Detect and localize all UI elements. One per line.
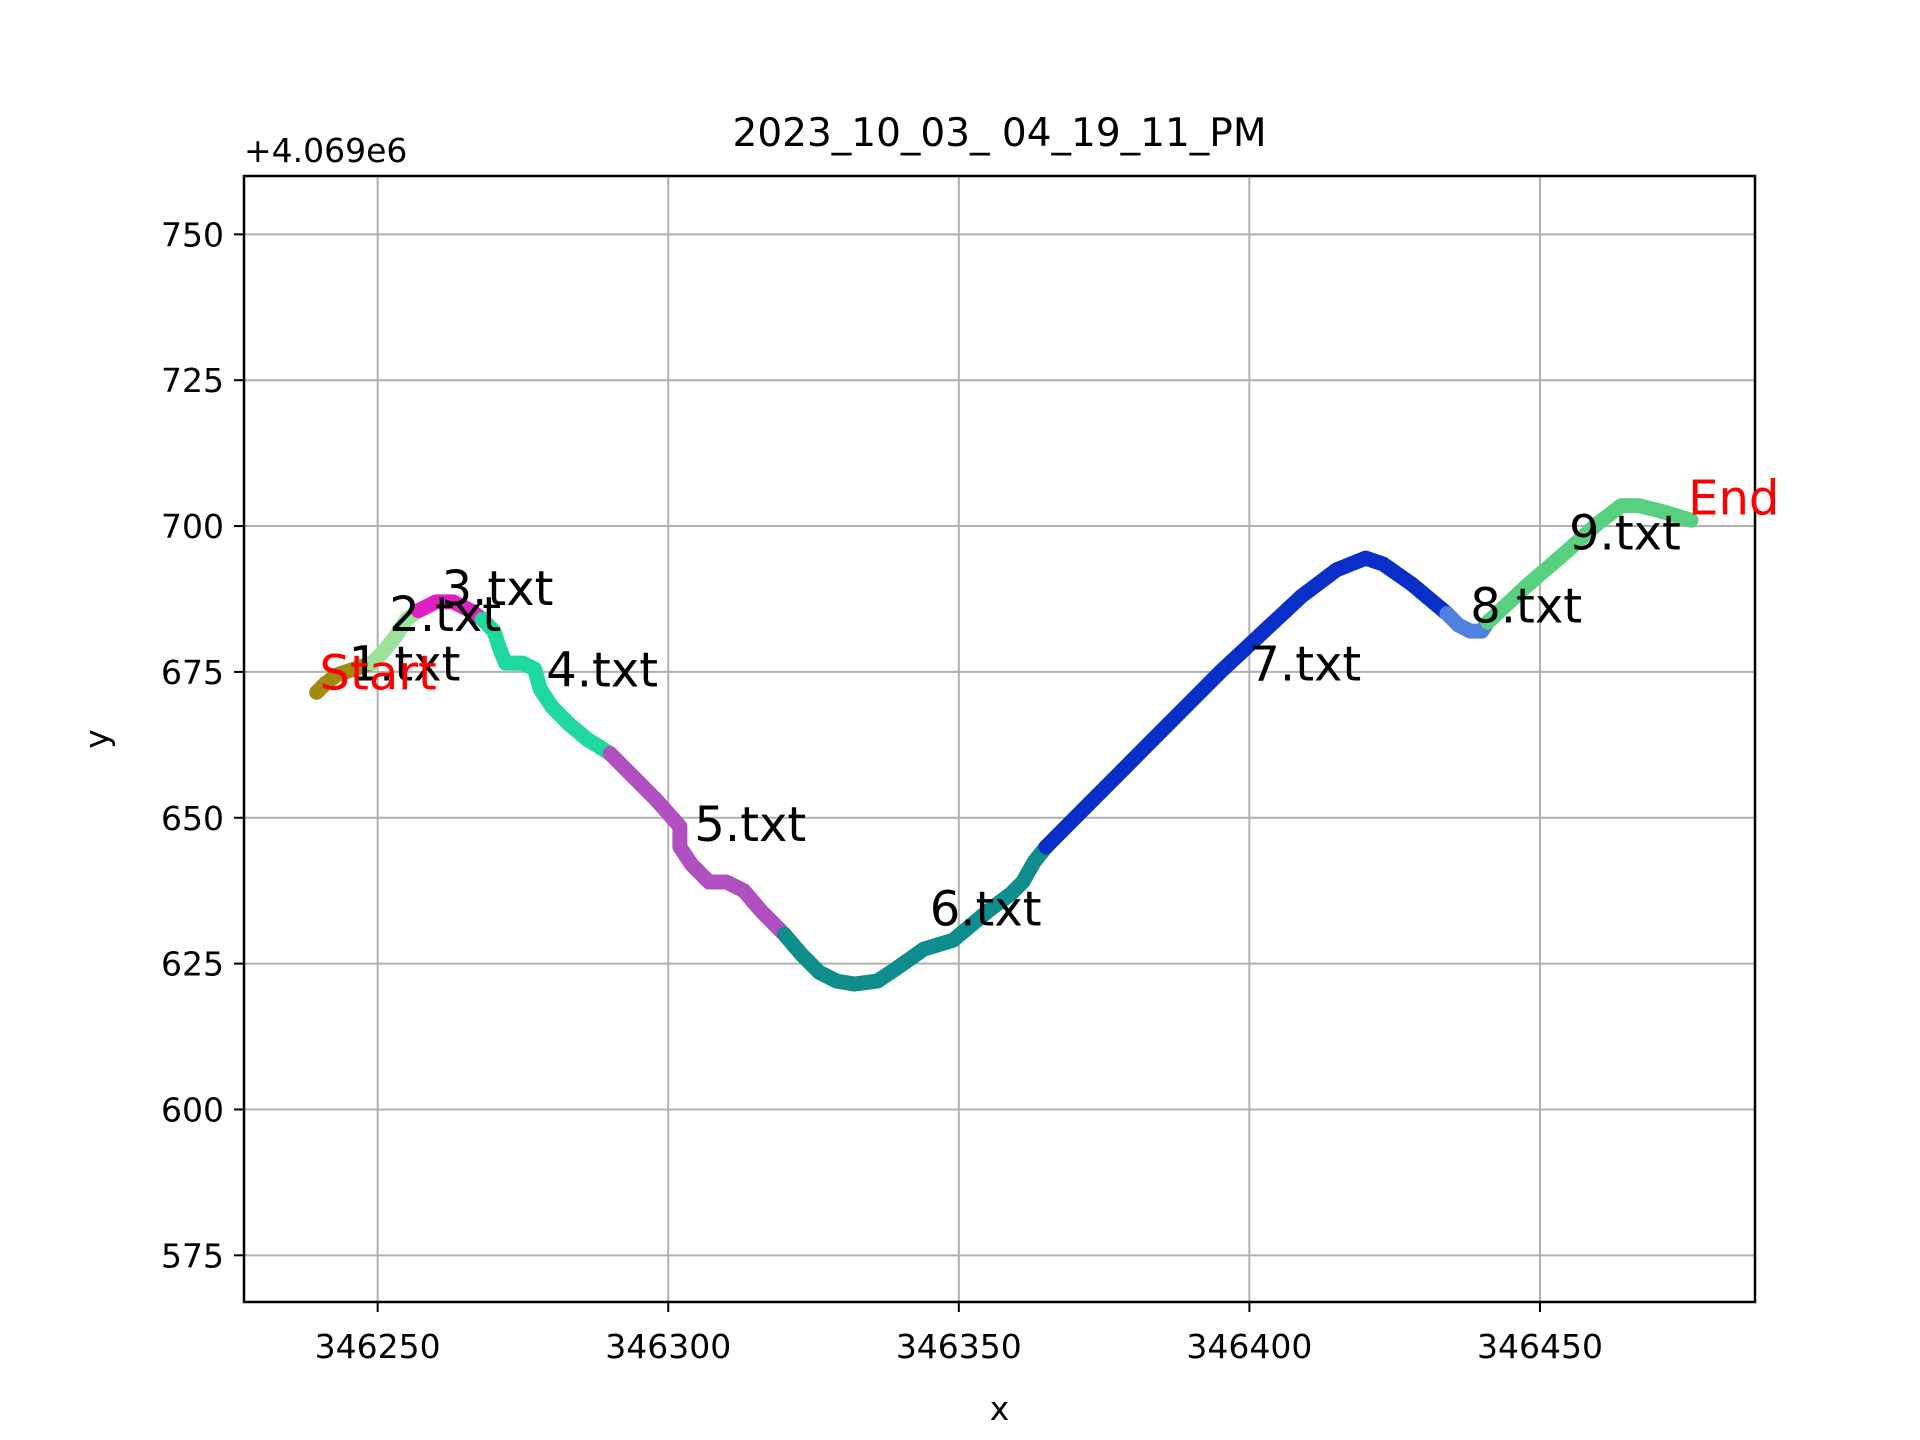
y-tick-label: 600 xyxy=(161,1090,224,1129)
x-tick-label: 346300 xyxy=(605,1327,731,1366)
y-tick-label: 675 xyxy=(161,653,224,692)
series-line xyxy=(1480,498,1699,630)
series-label: 2.txt xyxy=(389,587,501,643)
series-line xyxy=(474,611,618,762)
series-label: 6.txt xyxy=(930,882,1042,938)
y-tick-label: 625 xyxy=(161,945,224,984)
x-tick-label: 346250 xyxy=(315,1327,441,1366)
y-tick-label: 575 xyxy=(161,1236,224,1275)
series-line xyxy=(364,603,426,671)
chart-title: 2023_10_03_ 04_19_11_PM xyxy=(733,111,1267,156)
marker-label: Start xyxy=(320,645,437,701)
grid xyxy=(244,176,1755,1302)
series-label: 7.txt xyxy=(1249,637,1361,693)
series-label: 4.txt xyxy=(546,642,658,698)
y-offset-label: +4.069e6 xyxy=(244,131,407,170)
x-tick-label: 346400 xyxy=(1186,1327,1312,1366)
series-label: 8.txt xyxy=(1470,578,1582,634)
plot-frame xyxy=(242,174,1757,1304)
series-label: 5.txt xyxy=(694,797,806,853)
ticks: 346250 346300 346350 346400 346450 575 600 625 6… xyxy=(161,215,1603,1366)
x-axis-label: x xyxy=(990,1389,1010,1428)
series-label: 9.txt xyxy=(1569,505,1681,561)
y-tick-label: 650 xyxy=(161,799,224,838)
series-line xyxy=(410,594,490,627)
y-axis-label: y xyxy=(77,729,116,749)
x-tick-label: 346450 xyxy=(1477,1327,1603,1366)
series-line xyxy=(1038,550,1455,855)
series-layer xyxy=(309,498,1699,992)
series-line xyxy=(309,655,380,700)
series-line xyxy=(776,839,1054,992)
marker-label: End xyxy=(1688,470,1779,526)
x-tick-label: 346350 xyxy=(896,1327,1022,1366)
y-tick-label: 700 xyxy=(161,507,224,546)
y-tick-label: 725 xyxy=(161,361,224,400)
series-label: 1.txt xyxy=(349,637,461,693)
series-label: 3.txt xyxy=(442,561,554,617)
y-tick-label: 750 xyxy=(161,215,224,254)
series-line xyxy=(602,746,792,942)
